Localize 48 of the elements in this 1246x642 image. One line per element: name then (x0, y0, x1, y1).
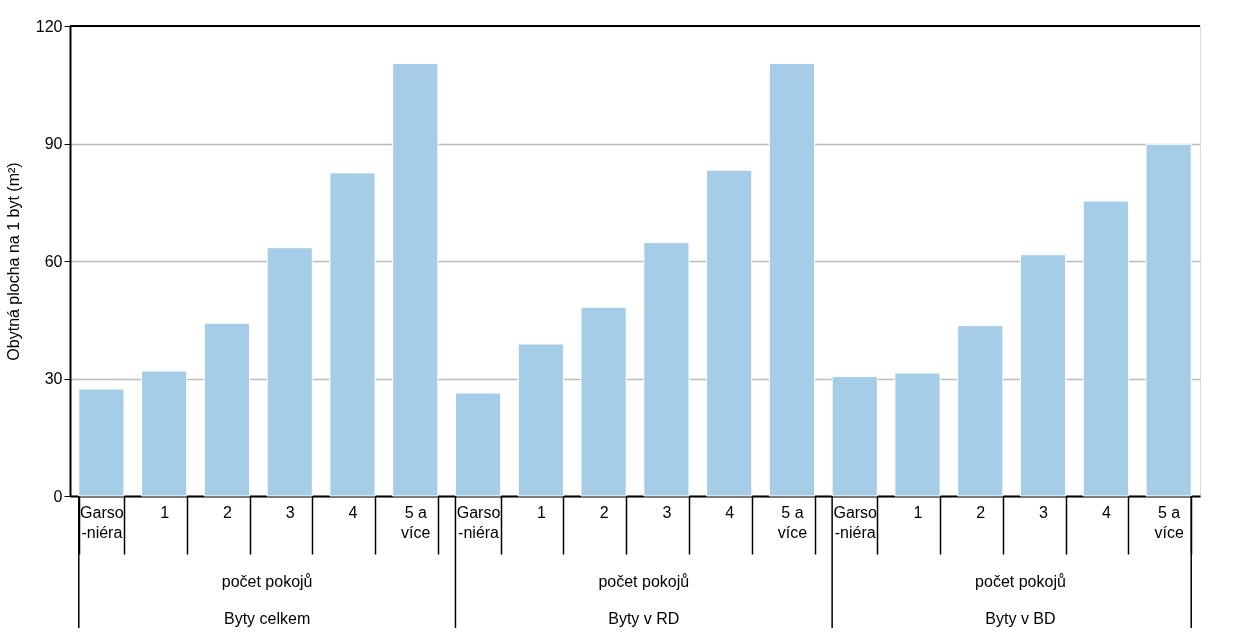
bar (580, 306, 627, 497)
bar (768, 63, 816, 497)
x-tick-label: 3 (1039, 503, 1049, 521)
x-tick-label: 4 (725, 503, 735, 521)
bar (957, 325, 1004, 497)
bar (706, 169, 753, 497)
x-tick-label: Garso -niéra (833, 503, 878, 541)
text: počet pokojů (975, 573, 1066, 590)
x-tick-label: 1 (536, 503, 546, 521)
bar (1082, 200, 1129, 497)
y-tick-label: 30 (44, 370, 63, 387)
bar (1145, 143, 1192, 497)
x-tick-label: 3 (285, 503, 295, 521)
x-tick-label: 4 (348, 503, 358, 521)
x-tick-label: 5 a více (777, 503, 808, 541)
bar (329, 172, 376, 497)
x-tick-label: 2 (599, 503, 609, 521)
x-tick-label: Garso -niéra (80, 503, 124, 541)
bar (141, 370, 188, 497)
bar (517, 343, 564, 497)
bar (78, 388, 125, 497)
bar (1019, 254, 1067, 497)
bar (454, 392, 502, 497)
bar (643, 242, 690, 497)
x-tick-label: 2 (222, 503, 232, 521)
x-tick-label: 4 (1101, 503, 1111, 521)
bar (392, 63, 439, 497)
y-tick-label: 0 (53, 487, 63, 505)
x-tick-label: 2 (976, 503, 986, 521)
x-tick-label: Garso -niéra (456, 503, 501, 541)
x-tick-label: 5 a více (401, 503, 431, 541)
x-tick-label: 1 (160, 503, 170, 521)
text: Byty v BD (985, 610, 1056, 627)
text: počet pokojů (598, 573, 690, 590)
x-tick-label: 5 a více (1154, 503, 1184, 541)
y-tick-label: 60 (44, 252, 63, 270)
y-tick-label: 120 (35, 17, 63, 35)
x-tick-label: 3 (662, 503, 672, 521)
bar (203, 322, 251, 497)
bar (266, 247, 313, 497)
text: počet pokojů (221, 573, 313, 590)
text: Byty celkem (224, 610, 311, 627)
x-tick-label: 1 (913, 503, 923, 521)
y-axis-title: Obytná plocha na 1 byt (m²) (4, 162, 22, 361)
bar (894, 372, 941, 497)
bar (831, 376, 878, 497)
text: Byty v RD (608, 610, 680, 627)
y-tick-label: 90 (44, 135, 63, 152)
